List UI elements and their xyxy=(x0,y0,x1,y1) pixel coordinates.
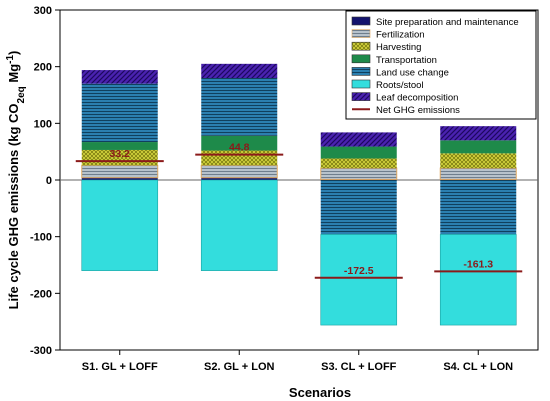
legend-label: Transportation xyxy=(376,55,437,66)
y-tick-label: 100 xyxy=(34,118,52,130)
bar-segment-transportation xyxy=(201,135,278,151)
bar-segment-land-use-change-negative xyxy=(440,180,517,235)
bar-segment-site-preparation-and-maintenance xyxy=(201,177,278,180)
net-ghg-label: -161.3 xyxy=(463,258,493,270)
bar-segment-fertilization xyxy=(439,167,517,180)
legend-label: Land use change xyxy=(376,67,449,78)
legend-swatch xyxy=(351,41,371,51)
y-axis-title-mid: Mg xyxy=(6,64,21,86)
bar-segment-land-use-change-negative xyxy=(320,180,397,235)
bar-segment-fertilization xyxy=(81,164,159,179)
legend-label: Fertilization xyxy=(376,30,425,41)
bar-segment-harvesting xyxy=(440,153,517,169)
y-axis-title: Life cycle GHG emissions (kg CO2eq Mg-1) xyxy=(5,51,27,310)
bar-segment-site-preparation-and-maintenance xyxy=(81,177,158,180)
bar-segment-transportation xyxy=(81,142,158,150)
bar-segment-land-use-change xyxy=(81,83,158,143)
y-axis-title-end: ) xyxy=(6,51,21,55)
legend-label: Leaf decomposition xyxy=(376,93,458,104)
x-tick-label: S2. GL + LON xyxy=(204,361,274,373)
x-tick-label: S3. CL + LOFF xyxy=(321,361,397,373)
svg-text:Life cycle GHG emissions (kg C: Life cycle GHG emissions (kg CO2eq Mg-1) xyxy=(5,51,27,310)
x-tick-label: S4. CL + LON xyxy=(443,361,513,373)
bar-segment-land-use-change xyxy=(201,78,278,136)
legend-label: Roots/stool xyxy=(376,80,424,91)
net-ghg-label: 33.2 xyxy=(110,148,131,160)
bar-segment-fertilization xyxy=(200,164,278,179)
bar-segment-leaf-decomposition xyxy=(440,126,517,141)
y-tick-label: 0 xyxy=(46,175,52,187)
legend: Site preparation and maintenance Fertiliz… xyxy=(345,10,537,120)
legend-swatch xyxy=(351,54,371,64)
bar-segment-roots-stool xyxy=(439,234,517,326)
bar-segment-leaf-decomposition xyxy=(81,70,158,84)
legend-label: Harvesting xyxy=(376,42,421,53)
y-tick-label: 200 xyxy=(34,62,52,74)
x-tick-label: S1. GL + LOFF xyxy=(82,361,158,373)
legend-swatch xyxy=(351,79,371,89)
legend-swatch xyxy=(351,16,371,26)
bar-segment-roots-stool xyxy=(81,179,159,271)
legend-label: Net GHG emissions xyxy=(376,105,460,116)
legend-label: Site preparation and maintenance xyxy=(376,17,519,28)
net-ghg-label: -172.5 xyxy=(344,265,374,277)
legend-swatch xyxy=(351,29,371,38)
y-tick-label: 300 xyxy=(34,5,52,17)
bar-segment-fertilization xyxy=(320,167,398,180)
y-tick-label: -200 xyxy=(30,288,52,300)
bar-segment-leaf-decomposition xyxy=(320,132,397,147)
y-axis-title-main: Life cycle GHG emissions (kg CO xyxy=(6,103,21,309)
bar-segment-transportation xyxy=(320,146,397,159)
bar-segment-transportation xyxy=(440,140,517,154)
y-tick-label: -300 xyxy=(30,345,52,357)
legend-box xyxy=(345,10,537,120)
y-tick-label: -100 xyxy=(30,232,52,244)
bar-segment-roots-stool xyxy=(200,179,278,271)
bar-segment-harvesting xyxy=(320,158,397,169)
legend-swatch xyxy=(351,67,371,76)
bar-segment-roots-stool xyxy=(320,234,398,326)
x-axis-title: Scenarios xyxy=(289,385,351,400)
net-ghg-label: 44.8 xyxy=(229,142,250,154)
y-axis-title-sub: 2eq xyxy=(16,86,27,103)
bar-segment-leaf-decomposition xyxy=(201,63,278,78)
y-axis-title-sup: -1 xyxy=(5,55,16,64)
legend-swatch xyxy=(351,92,371,101)
